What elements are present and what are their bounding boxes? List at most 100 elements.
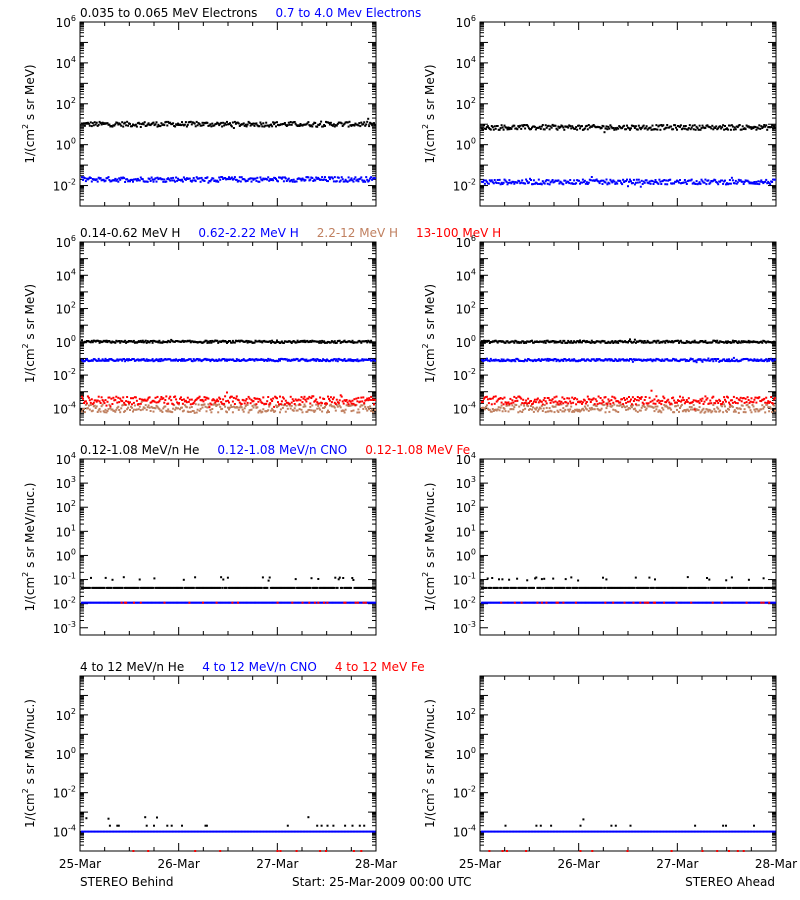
data-point <box>687 127 690 130</box>
data-point <box>355 359 358 362</box>
data-point <box>599 341 602 344</box>
data-point <box>284 123 287 126</box>
data-point <box>230 341 233 344</box>
data-point <box>246 123 249 126</box>
data-point <box>725 183 727 186</box>
data-point <box>515 340 518 343</box>
data-point <box>172 122 175 125</box>
data-point <box>301 586 304 589</box>
data-point <box>547 410 550 413</box>
data-point <box>484 405 487 408</box>
data-point <box>188 339 191 342</box>
data-point <box>725 409 727 412</box>
data-point <box>280 586 282 589</box>
data-point <box>191 586 194 589</box>
data-point <box>333 401 336 404</box>
data-point <box>499 127 502 130</box>
data-point <box>152 121 155 124</box>
data-point <box>634 409 637 412</box>
data-point <box>310 124 313 127</box>
data-point <box>97 357 100 360</box>
data-point <box>266 586 269 589</box>
data-point <box>746 403 749 406</box>
data-point <box>698 181 701 184</box>
data-point <box>700 178 703 181</box>
data-point <box>185 401 188 404</box>
data-point <box>249 124 252 127</box>
data-point <box>628 340 630 343</box>
data-point <box>215 586 218 589</box>
data-point <box>533 398 536 401</box>
data-point <box>723 358 726 361</box>
data-point <box>546 339 549 342</box>
data-point <box>217 359 220 362</box>
data-point <box>690 126 693 129</box>
data-point <box>332 396 335 399</box>
data-point <box>545 402 548 405</box>
data-point <box>132 358 135 361</box>
data-point <box>639 409 642 412</box>
data-point <box>99 402 102 404</box>
data-point <box>129 601 132 604</box>
data-point <box>634 403 637 406</box>
data-point <box>328 176 330 179</box>
data-point <box>333 358 336 361</box>
data-point <box>314 122 317 124</box>
data-point <box>524 127 527 130</box>
data-point <box>154 407 157 410</box>
data-point <box>83 124 86 127</box>
data-point <box>239 405 242 408</box>
data-point <box>256 406 259 409</box>
data-point <box>506 183 509 186</box>
data-point <box>195 586 198 589</box>
data-point <box>122 403 125 406</box>
data-point <box>372 398 375 401</box>
data-point <box>676 408 678 411</box>
data-point <box>83 360 86 363</box>
data-point <box>140 601 143 604</box>
data-point <box>289 121 292 123</box>
data-point <box>261 125 264 128</box>
data-point <box>180 586 183 589</box>
data-point <box>507 126 510 129</box>
data-point <box>669 178 672 181</box>
data-point <box>704 410 707 413</box>
data-point <box>543 128 546 131</box>
data-point <box>128 601 131 604</box>
data-point <box>87 396 90 399</box>
data-point <box>334 403 337 405</box>
data-point <box>254 404 257 407</box>
data-point <box>351 339 354 342</box>
data-point <box>599 397 602 399</box>
data-point <box>254 586 256 589</box>
data-point <box>319 586 322 589</box>
data-point <box>711 358 714 361</box>
data-point <box>105 404 108 407</box>
data-point <box>562 183 565 186</box>
data-point <box>238 586 241 589</box>
data-point <box>587 181 590 184</box>
data-point <box>493 402 496 405</box>
data-point <box>729 128 732 131</box>
data-point <box>225 358 228 361</box>
data-point <box>744 128 747 131</box>
data-point <box>628 359 630 362</box>
y-tick-label: 102 <box>456 96 476 112</box>
data-point <box>139 126 142 128</box>
data-point <box>277 401 279 404</box>
data-point <box>482 128 484 131</box>
data-point <box>697 400 700 403</box>
data-point <box>179 586 182 589</box>
data-point <box>169 179 172 182</box>
data-point <box>244 405 247 408</box>
data-point <box>541 124 544 126</box>
data-point <box>374 341 376 344</box>
data-point <box>619 359 622 362</box>
data-point <box>185 406 188 409</box>
data-point <box>704 178 707 181</box>
data-point <box>770 396 773 398</box>
data-point <box>739 396 742 399</box>
data-point <box>754 126 757 128</box>
data-point <box>214 586 217 589</box>
data-point <box>510 402 513 405</box>
